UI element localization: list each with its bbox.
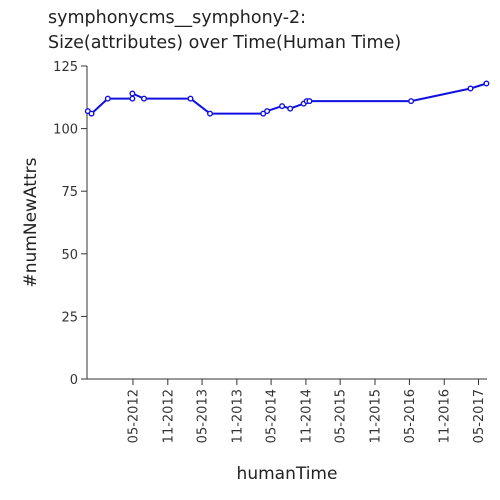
chart-title-line-2: Size(attributes) over Time(Human Time) [48, 33, 402, 53]
data-point [483, 80, 490, 87]
x-tick-label: 05-2017 [472, 389, 487, 443]
y-tick-label: 100 [53, 123, 78, 138]
x-tick-label: 11-2012 [161, 389, 176, 443]
data-point [206, 110, 213, 117]
data-point [467, 85, 474, 92]
data-point [306, 98, 313, 105]
x-tick-label: 05-2014 [265, 389, 280, 443]
y-axis-title: #numNewAttrs [21, 157, 41, 287]
data-point [104, 95, 111, 102]
axes [86, 66, 487, 380]
y-axis-ticks: 0 25 50 75 100 125 [53, 60, 87, 388]
data-point [129, 95, 136, 102]
data-point [187, 95, 194, 102]
y-tick-label: 75 [61, 185, 78, 200]
data-point [140, 95, 147, 102]
data-point [129, 90, 136, 97]
y-tick-label: 25 [61, 310, 78, 325]
chart-title-line-1: symphonycms__symphony-2: [48, 8, 307, 28]
data-point [287, 105, 294, 112]
x-tick-label: 11-2016 [438, 389, 453, 443]
x-tick-label: 05-2013 [196, 389, 211, 443]
y-tick-label: 0 [70, 373, 78, 388]
x-tick-label: 05-2015 [334, 389, 349, 443]
x-axis-ticks: 05-2012 11-2012 05-2013 11-2013 05-2014 11-20… [126, 379, 487, 443]
x-tick-label: 11-2014 [299, 389, 314, 443]
series-line [87, 82, 487, 115]
x-tick-label: 05-2012 [126, 389, 141, 443]
chart-title: symphonycms__symphony-2: Size(attributes… [48, 6, 401, 56]
data-point [264, 108, 271, 115]
y-tick-label: 125 [53, 60, 78, 75]
data-point [279, 103, 286, 110]
x-tick-label: 05-2016 [403, 389, 418, 443]
y-tick-label: 50 [61, 248, 78, 263]
x-axis-title: humanTime [237, 464, 338, 484]
data-point [408, 98, 415, 105]
x-tick-label: 11-2015 [368, 389, 383, 443]
x-tick-label: 11-2013 [230, 389, 245, 443]
series-layer [84, 80, 490, 117]
data-point [88, 110, 95, 117]
